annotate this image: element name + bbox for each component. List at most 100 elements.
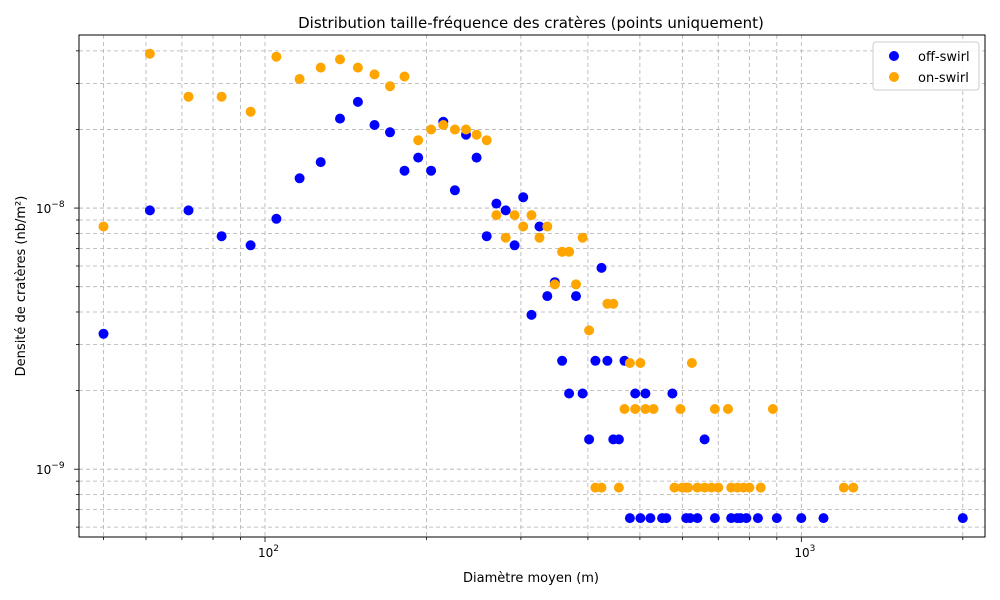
point-on-swirl: [838, 482, 849, 493]
point-off-swirl: [542, 291, 553, 302]
point-on-swirl: [613, 482, 624, 493]
point-off-swirl: [645, 513, 656, 524]
point-on-swirl: [557, 246, 568, 257]
point-off-swirl: [771, 513, 782, 524]
point-on-swirl: [624, 358, 635, 368]
point-off-swirl: [699, 434, 710, 445]
point-off-swirl: [635, 513, 646, 524]
point-on-swirl: [315, 62, 326, 73]
point-on-swirl: [755, 482, 766, 493]
point-on-swirl: [699, 482, 710, 493]
point-off-swirl: [571, 291, 581, 302]
point-on-swirl: [526, 210, 537, 221]
legend-label-off-swirl: off-swirl: [918, 50, 970, 65]
point-off-swirl: [590, 355, 601, 366]
point-on-swirl: [144, 48, 155, 59]
point-on-swirl: [584, 325, 595, 336]
x-tick-label: 102: [258, 544, 279, 560]
point-on-swirl: [491, 210, 502, 221]
x-tick-label: 103: [794, 544, 815, 560]
point-off-swirl: [491, 198, 502, 209]
grid-lines: [79, 35, 985, 537]
point-off-swirl: [596, 262, 607, 273]
point-off-swirl: [818, 513, 829, 524]
point-off-swirl: [557, 355, 568, 366]
point-on-swirl: [709, 404, 720, 414]
point-off-swirl: [577, 388, 588, 399]
point-on-swirl: [461, 124, 471, 135]
point-off-swirl: [144, 205, 155, 216]
point-off-swirl: [661, 513, 672, 524]
x-axis-label: Diamètre moyen (m): [463, 571, 599, 586]
point-off-swirl: [294, 173, 305, 184]
point-off-swirl: [602, 355, 613, 366]
point-on-swirl: [352, 62, 363, 73]
point-off-swirl: [216, 231, 227, 242]
plot-area-frame: [78, 34, 986, 538]
point-off-swirl: [271, 213, 282, 224]
point-on-swirl: [294, 74, 305, 84]
point-on-swirl: [183, 91, 194, 102]
point-off-swirl: [471, 152, 482, 163]
point-on-swirl: [577, 232, 588, 243]
y-axis-label: Densité de cratères (nb/m²): [14, 196, 29, 377]
point-off-swirl: [709, 513, 720, 524]
point-off-swirl: [741, 513, 752, 524]
point-on-swirl: [635, 358, 646, 368]
point-off-swirl: [369, 120, 380, 130]
point-off-swirl: [426, 165, 437, 176]
point-off-swirl: [667, 388, 678, 399]
point-on-swirl: [564, 246, 575, 257]
point-off-swirl: [534, 221, 545, 232]
point-off-swirl: [692, 513, 703, 524]
point-off-swirl: [526, 309, 537, 320]
point-on-swirl: [438, 120, 449, 130]
point-on-swirl: [481, 135, 492, 146]
y-tick-label: 10−9: [36, 461, 65, 477]
point-on-swirl: [630, 404, 641, 414]
point-on-swirl: [723, 404, 733, 414]
point-off-swirl: [624, 513, 635, 524]
point-on-swirl: [542, 221, 553, 232]
point-off-swirl: [752, 513, 763, 524]
point-on-swirl: [744, 482, 755, 493]
point-on-swirl: [648, 404, 659, 414]
point-on-swirl: [675, 404, 686, 414]
point-on-swirl: [399, 71, 410, 82]
point-on-swirl: [692, 482, 703, 493]
point-on-swirl: [471, 129, 482, 140]
point-on-swirl: [549, 279, 560, 290]
point-on-swirl: [216, 91, 227, 102]
point-on-swirl: [686, 358, 697, 368]
point-off-swirl: [640, 388, 651, 399]
point-off-swirl: [245, 240, 256, 251]
point-on-swirl: [426, 124, 437, 135]
point-on-swirl: [713, 482, 724, 493]
point-off-swirl: [630, 388, 641, 399]
data-points: [98, 48, 968, 524]
point-off-swirl: [399, 165, 410, 176]
point-on-swirl: [767, 404, 778, 414]
point-off-swirl: [957, 513, 968, 524]
legend: off-swirl on-swirl: [872, 41, 980, 91]
point-off-swirl: [481, 231, 492, 242]
point-on-swirl: [413, 135, 424, 146]
point-on-swirl: [669, 482, 680, 493]
point-off-swirl: [564, 388, 575, 399]
point-on-swirl: [596, 482, 607, 493]
point-off-swirl: [385, 127, 395, 138]
point-off-swirl: [613, 434, 624, 445]
point-on-swirl: [571, 279, 581, 290]
point-on-swirl: [369, 69, 380, 80]
point-on-swirl: [619, 404, 630, 414]
point-off-swirl: [449, 185, 460, 196]
point-on-swirl: [500, 232, 511, 243]
point-off-swirl: [500, 205, 511, 216]
point-off-swirl: [352, 96, 363, 107]
point-on-swirl: [509, 210, 520, 221]
axis-ticks: 102 103 10−9 10−8: [36, 50, 964, 560]
point-off-swirl: [98, 328, 109, 339]
y-tick-label: 10−8: [36, 200, 65, 216]
point-off-swirl: [315, 157, 326, 168]
